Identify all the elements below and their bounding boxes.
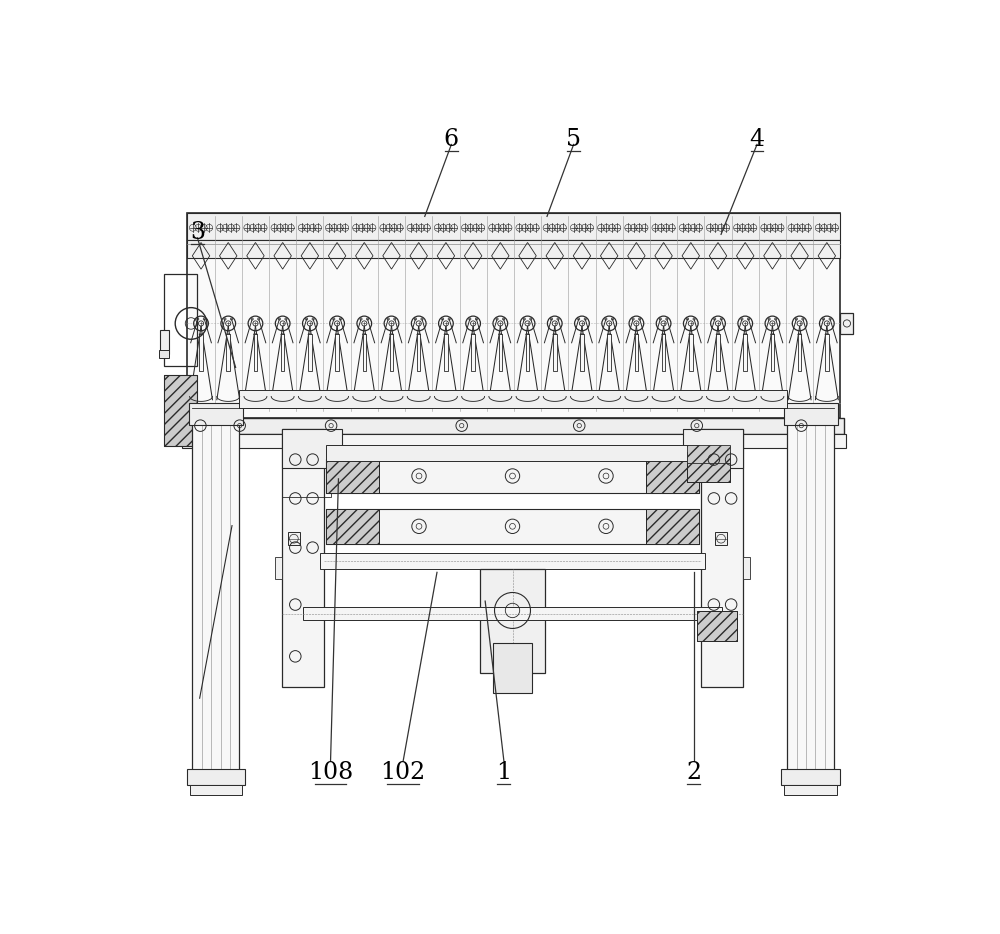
Bar: [326, 459, 379, 493]
Bar: [743, 334, 747, 372]
Bar: [320, 553, 705, 569]
Bar: [239, 390, 787, 408]
Bar: [254, 334, 257, 372]
Text: 2: 2: [686, 761, 701, 784]
Bar: [164, 375, 197, 446]
Bar: [187, 213, 840, 417]
Bar: [226, 334, 230, 372]
Bar: [282, 468, 331, 497]
Bar: [184, 417, 844, 433]
Bar: [683, 429, 743, 468]
Bar: [825, 334, 829, 372]
Bar: [199, 334, 203, 372]
Bar: [326, 509, 699, 544]
Bar: [444, 334, 448, 372]
Bar: [187, 769, 245, 785]
Bar: [493, 643, 532, 693]
Bar: [363, 334, 366, 372]
Bar: [326, 509, 379, 544]
Bar: [282, 429, 324, 687]
Bar: [743, 557, 750, 579]
Bar: [281, 334, 284, 372]
Bar: [164, 375, 197, 446]
Bar: [784, 785, 837, 796]
Bar: [689, 334, 693, 372]
Bar: [288, 532, 300, 545]
Bar: [715, 532, 727, 545]
Bar: [164, 275, 197, 366]
Bar: [697, 611, 737, 641]
Bar: [687, 452, 730, 483]
Bar: [326, 446, 699, 460]
Bar: [553, 334, 557, 372]
Bar: [701, 429, 743, 687]
Bar: [159, 349, 169, 359]
Bar: [326, 459, 379, 493]
Bar: [326, 509, 379, 544]
Text: 5: 5: [566, 128, 581, 151]
Bar: [308, 334, 312, 372]
Bar: [417, 334, 420, 372]
Bar: [784, 403, 838, 425]
Bar: [282, 429, 342, 468]
Bar: [182, 433, 846, 448]
Bar: [187, 213, 840, 240]
Bar: [192, 414, 239, 785]
Text: 1: 1: [496, 761, 511, 784]
Text: 4: 4: [749, 128, 765, 151]
Bar: [471, 334, 475, 372]
Bar: [189, 403, 243, 425]
Bar: [499, 334, 502, 372]
Bar: [580, 334, 584, 372]
Bar: [646, 509, 699, 544]
Bar: [646, 509, 699, 544]
Text: 102: 102: [381, 761, 426, 784]
Bar: [326, 459, 699, 493]
Bar: [781, 769, 840, 785]
Bar: [662, 334, 665, 372]
Bar: [607, 334, 611, 372]
Bar: [771, 334, 774, 372]
Bar: [275, 557, 282, 579]
Text: 3: 3: [190, 221, 205, 245]
Bar: [798, 334, 801, 372]
Bar: [646, 459, 699, 493]
Bar: [716, 334, 720, 372]
Bar: [646, 459, 699, 493]
Bar: [190, 785, 242, 796]
Bar: [687, 446, 730, 463]
Bar: [390, 334, 393, 372]
Text: 6: 6: [444, 128, 459, 151]
Bar: [187, 240, 840, 258]
Bar: [526, 334, 529, 372]
Bar: [303, 607, 722, 620]
Text: 108: 108: [308, 761, 353, 784]
Bar: [635, 334, 638, 372]
Bar: [697, 611, 737, 641]
Bar: [335, 334, 339, 372]
Bar: [840, 313, 853, 334]
Bar: [160, 330, 169, 354]
Bar: [787, 414, 834, 785]
Bar: [480, 569, 545, 673]
Bar: [687, 452, 730, 483]
